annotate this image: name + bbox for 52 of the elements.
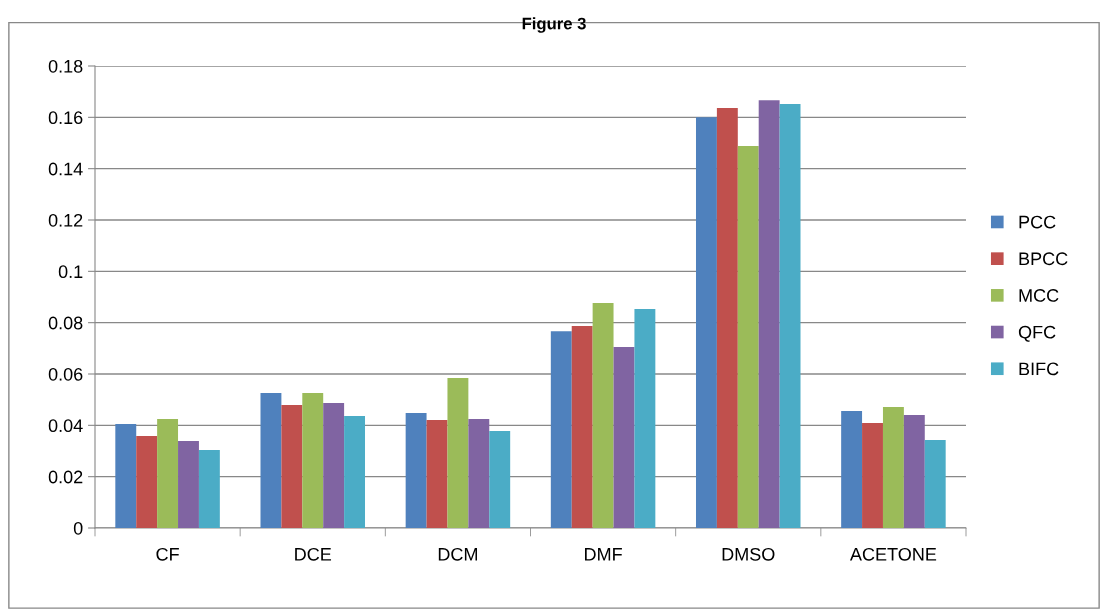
bar — [468, 418, 490, 528]
y-tick-label: 0.18 — [48, 59, 83, 73]
x-tick-label: DMSO — [722, 547, 775, 561]
bar — [426, 419, 448, 528]
chart-title: Figure 3 — [522, 17, 586, 33]
x-tick-label: DCE — [295, 547, 332, 561]
bar — [281, 405, 303, 528]
bar — [178, 440, 199, 528]
y-tick-label: 0.08 — [48, 316, 83, 330]
y-tick-label: 0.04 — [48, 419, 83, 433]
y-tick-label: 0.1 — [58, 265, 83, 279]
bar — [550, 331, 572, 528]
bar — [903, 415, 925, 528]
bar — [758, 100, 780, 528]
bar — [489, 430, 511, 528]
legend-label: MCC — [1019, 289, 1059, 302]
bar — [716, 108, 738, 528]
bar — [405, 413, 427, 528]
x-tick-label: DCM — [438, 547, 477, 561]
bar — [737, 146, 759, 528]
bar — [260, 392, 282, 528]
bar — [882, 407, 904, 528]
legend-label: PCC — [1019, 215, 1056, 229]
y-tick-label: 0.16 — [48, 111, 83, 125]
bar — [136, 436, 158, 528]
bar — [571, 326, 593, 528]
x-tick-label: ACETONE — [849, 547, 937, 561]
bar — [779, 103, 801, 528]
bar — [613, 347, 635, 528]
bar — [695, 117, 717, 528]
legend-label: BPCC — [1019, 252, 1068, 266]
bar — [115, 424, 137, 528]
legend-label: QFC — [1018, 325, 1056, 342]
legend-label: BIFC — [1019, 362, 1059, 376]
x-tick-label: CF — [156, 547, 179, 561]
y-tick-label: 0 — [73, 521, 83, 535]
bar — [592, 302, 614, 528]
bar — [157, 418, 179, 528]
bar — [862, 423, 883, 528]
bar — [841, 410, 863, 528]
y-tick-label: 0.02 — [48, 470, 83, 484]
y-tick-label: 0.14 — [48, 162, 83, 176]
bar — [198, 449, 220, 528]
bar — [447, 378, 469, 528]
bar — [924, 439, 946, 528]
bar — [344, 416, 366, 528]
x-tick-label: DMF — [585, 548, 622, 561]
y-tick-label: 0.12 — [48, 213, 83, 227]
y-tick-label: 0.06 — [48, 367, 83, 381]
bar — [323, 403, 345, 528]
bar — [302, 392, 324, 528]
bar — [634, 309, 656, 528]
